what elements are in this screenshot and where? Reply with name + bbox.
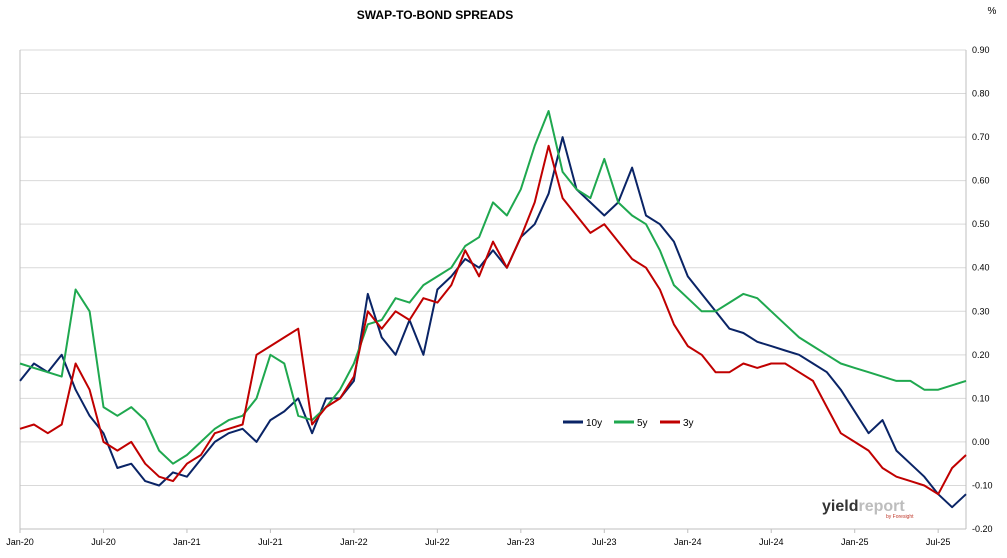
legend-label-10y: 10y — [586, 418, 602, 429]
y-tick-label: 0.40 — [972, 263, 990, 273]
axes — [19, 50, 967, 530]
y-axis-ticks: 0.90 0.80 0.70 0.60 0.50 0.40 0.30 0.20 0.10 0.00… — [972, 45, 993, 534]
logo-word-report: report — [858, 498, 905, 515]
x-tick-label: Jan-22 — [340, 537, 368, 547]
y-tick-label: 0.30 — [972, 306, 990, 316]
series-line-10y — [19, 136, 967, 509]
unit-label: % — [988, 6, 997, 17]
x-axis-ticks: Jan-20 Jul-20 Jan-21 Jul-21 Jan-22 Jul-22 Jan-… — [6, 529, 950, 547]
yieldreport-logo: yieldreport by Foresight — [822, 498, 914, 520]
x-tick-label: Jan-23 — [507, 537, 535, 547]
legend-label-3y: 3y — [683, 418, 694, 429]
y-tick-label: 0.80 — [972, 89, 990, 99]
legend-label-5y: 5y — [637, 418, 648, 429]
x-tick-label: Jan-25 — [841, 537, 869, 547]
x-tick-label: Jan-20 — [6, 537, 34, 547]
x-tick-label: Jul-21 — [258, 537, 283, 547]
y-tick-label: 0.70 — [972, 132, 990, 142]
series-line-5y — [19, 110, 967, 465]
x-tick-label: Jan-21 — [173, 537, 201, 547]
series-lines — [19, 110, 967, 509]
logo-word-yield: yield — [822, 498, 858, 515]
y-tick-label: -0.20 — [972, 524, 993, 534]
y-tick-label: -0.10 — [972, 480, 993, 490]
y-tick-label: 0.20 — [972, 350, 990, 360]
svg-text:yieldreport: yieldreport — [822, 498, 905, 515]
legend: 10y 5y 3y — [563, 418, 694, 429]
y-tick-label: 0.90 — [972, 45, 990, 55]
x-tick-label: Jul-22 — [425, 537, 450, 547]
x-tick-label: Jul-24 — [759, 537, 784, 547]
chart-title: SWAP-TO-BOND SPREADS — [357, 8, 513, 22]
y-tick-label: 0.10 — [972, 393, 990, 403]
y-tick-label: 0.50 — [972, 219, 990, 229]
x-tick-label: Jul-20 — [91, 537, 116, 547]
gridlines — [20, 49, 966, 530]
y-tick-label: 0.00 — [972, 437, 990, 447]
series-line-3y — [19, 144, 967, 496]
y-tick-label: 0.60 — [972, 176, 990, 186]
x-tick-label: Jul-25 — [926, 537, 951, 547]
logo-tagline: by Foresight — [886, 514, 914, 520]
x-tick-label: Jan-24 — [674, 537, 702, 547]
x-tick-label: Jul-23 — [592, 537, 617, 547]
